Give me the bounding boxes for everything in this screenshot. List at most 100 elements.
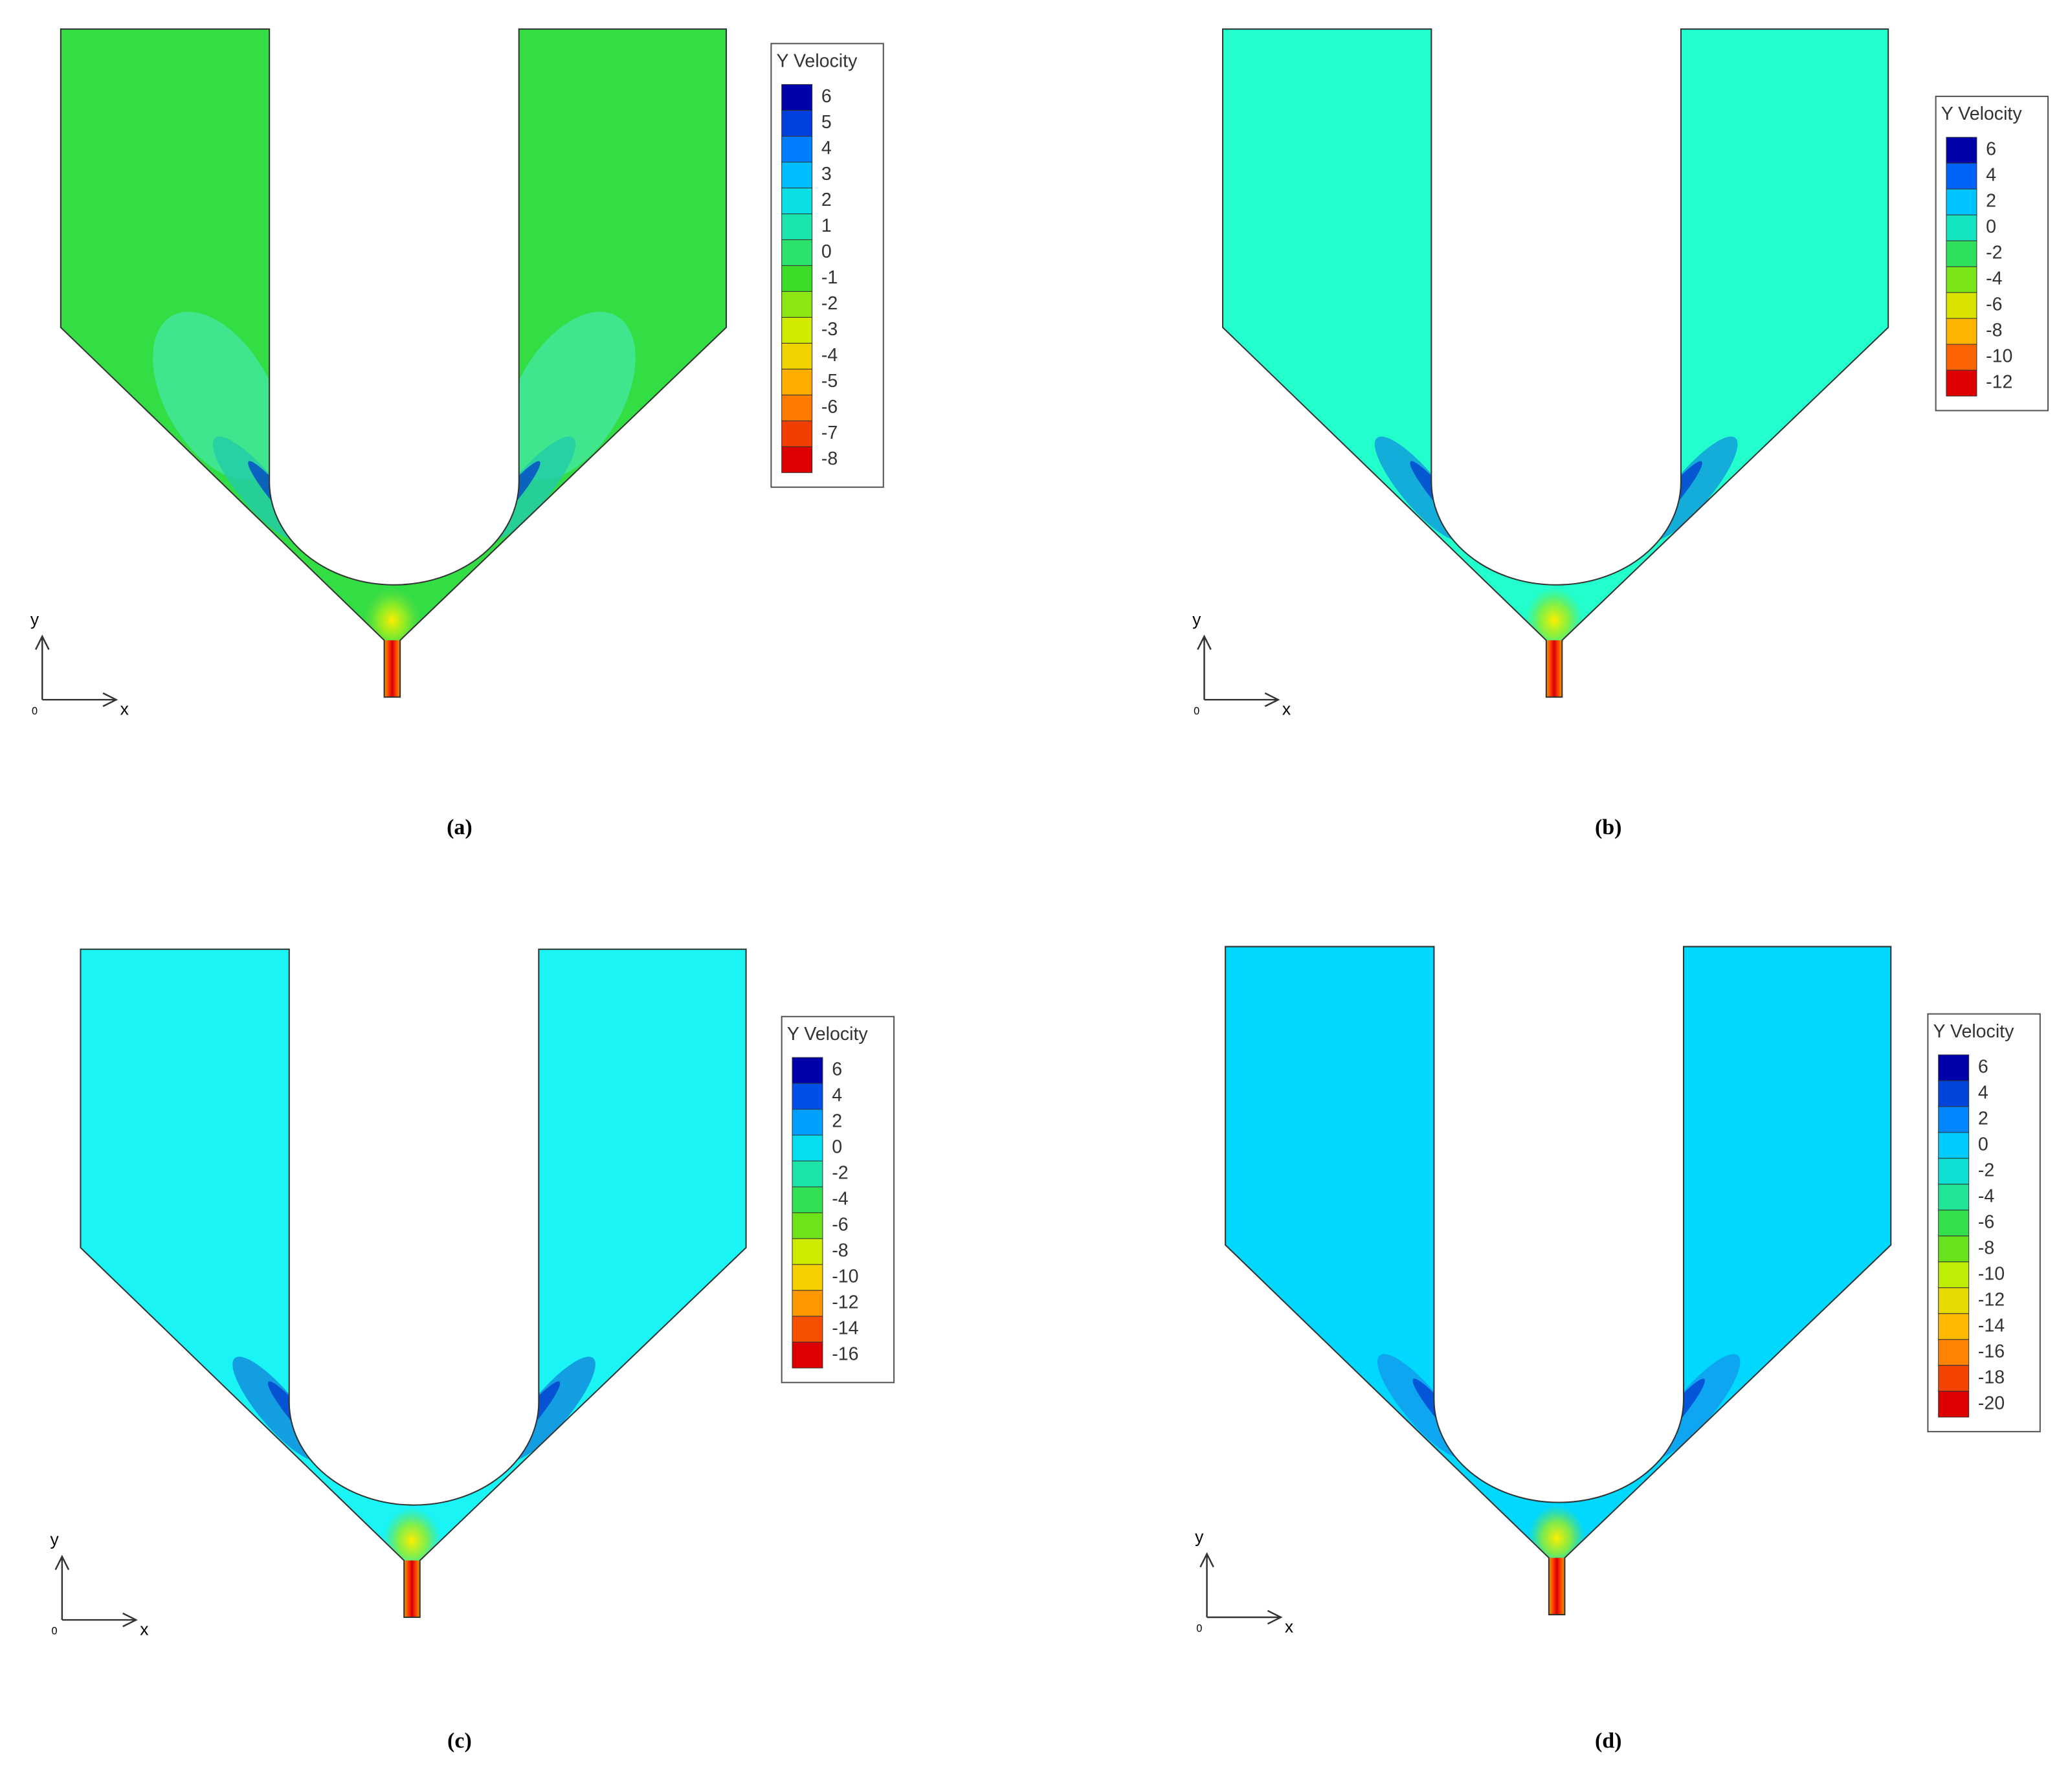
legend-swatch [781,394,813,421]
axis-label-y: y [1192,610,1201,629]
panel: y x 0 Y Velocity 6 4 2 0 -2 -4 -6 -8 -10 -12 [1192,28,2049,719]
legend-label: -12 [1986,372,2012,393]
domain [60,28,727,698]
legend-swatch [792,1316,823,1343]
caption: (c) [447,1729,472,1753]
legend-label: -6 [1978,1211,1994,1232]
legend-swatch [1938,1391,1970,1418]
legend-label: 0 [1986,217,1996,238]
legend-swatch [1946,137,1977,164]
legend-label: -16 [832,1344,858,1364]
legend-label: 0 [1978,1134,1988,1155]
legend-swatch [1946,318,1977,345]
legend-swatch [781,265,813,292]
axis-origin: 0 [52,1626,58,1637]
legend-label: 0 [832,1137,842,1158]
legend-label: -10 [832,1266,858,1287]
legend-label: 4 [821,138,832,159]
legend-swatch [1938,1158,1970,1185]
legend-swatch [792,1186,823,1213]
legend-swatch [781,342,813,370]
domain-outline [60,28,728,698]
legend-label: -8 [821,448,838,469]
contour [505,311,636,481]
legend-swatch [792,1083,823,1110]
legend-label: -1 [821,267,838,288]
legend-swatch [1938,1339,1970,1366]
axis-origin: 0 [32,705,38,717]
panel: y x 0 Y Velocity 6 4 2 0 -2 -4 -6 -8 -10 -12 -14 -16 [50,948,895,1639]
legend-label: -3 [821,319,838,340]
legend: Y Velocity 6 4 2 0 -2 -4 -6 -8 -10 -12 -14 -16 -18 -20 [1927,1013,2041,1433]
legend-label: -2 [1978,1160,1994,1180]
domain-outline [80,948,747,1619]
legend-label: -4 [821,345,838,366]
legend-swatch [792,1238,823,1265]
domain [1223,28,1889,698]
legend-label: -10 [1978,1263,2005,1284]
axis-triad [34,634,118,707]
legend-label: -16 [1978,1341,2005,1362]
legend-label: 1 [821,216,832,236]
legend-label: 2 [1978,1108,1988,1129]
legend-label: -5 [821,371,838,392]
legend-label: -2 [1986,243,2002,263]
axis-label-x: x [1285,1617,1293,1636]
nozzle [1548,1558,1565,1615]
axis-origin: 0 [1196,1623,1202,1635]
legend-label: -8 [832,1240,848,1261]
legend-swatch [1938,1132,1970,1159]
legend-swatch [781,213,813,240]
legend-swatch [792,1290,823,1317]
legend-swatch [781,420,813,447]
legend-label: -4 [832,1188,849,1209]
legend-label: 0 [821,241,832,262]
legend-swatch [792,1212,823,1239]
legend-swatch [781,368,813,395]
legend-label: -4 [1978,1186,1995,1206]
panel: y x 0 Y Velocity 6 5 4 3 2 1 0 -1 -2 -3 -4 -5 -6 -7 -8 [30,28,884,719]
legend-label: -6 [821,397,838,417]
legend-label: -18 [1978,1367,2005,1388]
legend: Y Velocity 6 5 4 3 2 1 0 -1 -2 -3 -4 -5 -6 -7 -8 [770,43,884,488]
legend-swatch [781,316,813,344]
legend-swatch [792,1134,823,1162]
legend-swatch [1946,162,1977,190]
legend-label: -20 [1978,1393,2005,1413]
legend-swatch [1938,1287,1970,1314]
legend-title: Y Velocity [777,50,858,71]
legend-swatch [781,446,813,473]
legend-swatch [1946,188,1977,216]
legend-swatch [1938,1106,1970,1133]
legend-label: 2 [1986,191,1996,212]
legend-label: -10 [1986,346,2012,367]
legend-swatch [1946,214,1977,241]
nozzle [1546,640,1563,698]
legend-label: 2 [832,1111,842,1132]
axis-triad [1197,634,1280,707]
legend-swatch [1946,266,1977,293]
legend-swatch [792,1057,823,1084]
nozzle [404,1560,420,1617]
axis-origin: 0 [1194,705,1199,717]
legend-swatch [1938,1080,1970,1107]
legend-label: -6 [832,1214,848,1235]
legend-swatch [781,84,813,111]
legend-label: 4 [832,1085,842,1106]
legend-label: -7 [821,423,838,443]
legend-swatch [1946,292,1977,319]
legend-swatch [792,1342,823,1369]
legend-swatch [1938,1235,1970,1263]
domain-outline [1222,28,1889,698]
legend-label: -8 [1986,320,2002,341]
legend-swatch [781,136,813,163]
legend-swatch [1938,1184,1970,1211]
legend-label: -14 [832,1318,858,1338]
legend-label: 4 [1978,1082,1988,1103]
panel: y x 0 Y Velocity 6 4 2 0 -2 -4 -6 -8 -10 -12 -14 -16 -18… [1195,946,2041,1636]
axis-label-x: x [1282,700,1291,719]
legend-swatch [1938,1054,1970,1081]
caption: (d) [1595,1729,1622,1753]
caption: (a) [447,815,473,839]
